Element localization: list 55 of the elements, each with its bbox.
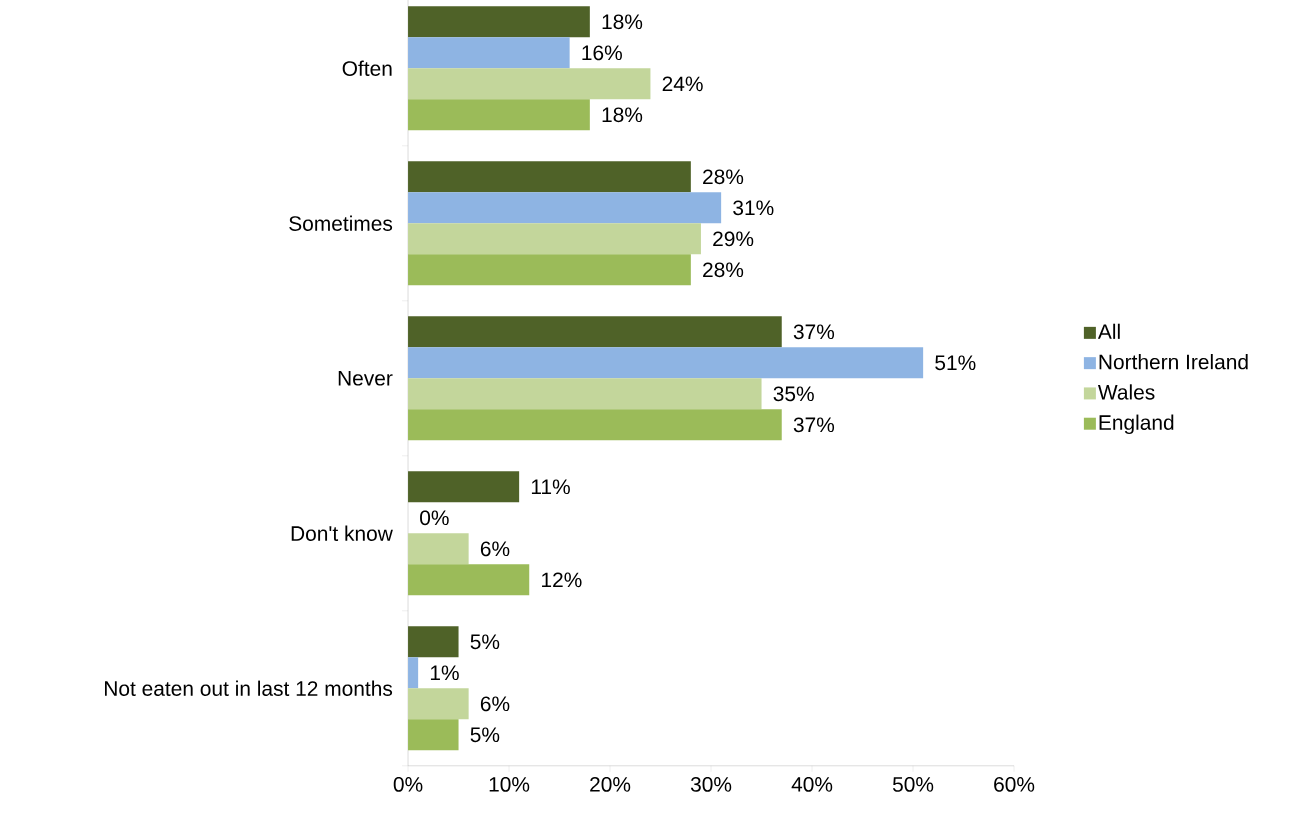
bar (408, 192, 722, 224)
data-label: 28% (703, 169, 744, 185)
data-label: 0% (420, 510, 449, 526)
data-label: 29% (713, 231, 754, 247)
x-tick-label: 30% (690, 776, 732, 792)
data-label: 5% (470, 634, 500, 650)
legend-label: Wales (1097, 384, 1155, 400)
data-label: 6% (480, 696, 510, 712)
data-label: 24% (662, 76, 703, 92)
data-label: 12% (542, 572, 582, 588)
legend-label: All (1097, 323, 1120, 339)
bar (408, 626, 459, 658)
bar (408, 223, 701, 255)
bar (408, 254, 691, 286)
y-tick-label: Don't know (291, 525, 393, 541)
y-tick-label: Not eaten out in last 12 months (105, 680, 393, 696)
data-label: 6% (480, 541, 510, 557)
data-label: 37% (793, 417, 835, 433)
data-label: 1% (430, 665, 459, 681)
bar (408, 409, 782, 441)
data-label: 18% (602, 14, 643, 30)
data-label: 18% (602, 107, 643, 123)
bar (408, 564, 530, 596)
data-label: 5% (470, 727, 500, 743)
data-label: 31% (733, 200, 774, 216)
bar (408, 316, 782, 348)
bar (408, 68, 651, 100)
bar (408, 347, 924, 379)
x-tick-label: 50% (892, 776, 934, 792)
bar (408, 471, 520, 503)
data-label: 28% (703, 262, 744, 278)
x-tick-label: 10% (489, 776, 530, 792)
bar (408, 161, 691, 193)
y-tick-label: Sometimes (289, 215, 393, 231)
data-label: 11% (531, 479, 570, 495)
bar (408, 533, 469, 565)
x-tick-label: 40% (791, 776, 833, 792)
bar (408, 6, 590, 38)
bar (408, 99, 590, 131)
legend-label: England (1099, 414, 1174, 435)
data-label: 16% (582, 45, 622, 61)
data-label: 51% (935, 355, 976, 371)
bar (408, 657, 419, 689)
legend-label: Northern Ireland (1099, 354, 1248, 370)
x-tick-label: 20% (590, 776, 631, 792)
bar (408, 378, 762, 410)
y-tick-label: Often (342, 60, 392, 76)
data-label: 35% (773, 386, 814, 402)
x-tick-label: 0% (393, 776, 423, 792)
x-tick-label: 60% (994, 776, 1035, 792)
bar (408, 688, 469, 720)
data-label: 37% (793, 324, 835, 340)
y-tick-label: Never (338, 370, 393, 386)
bar (408, 719, 459, 751)
bar (408, 37, 570, 69)
